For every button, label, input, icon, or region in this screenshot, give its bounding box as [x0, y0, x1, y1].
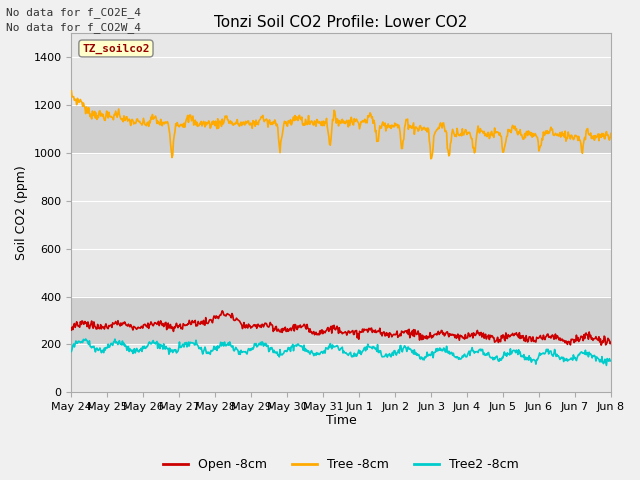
Tree2 -8cm	[188, 340, 196, 346]
Tree2 -8cm	[607, 358, 615, 364]
Text: No data for f_CO2E_4: No data for f_CO2E_4	[6, 7, 141, 18]
Line: Tree -8cm: Tree -8cm	[72, 91, 611, 159]
Tree -8cm	[427, 156, 435, 162]
Tree -8cm	[216, 118, 224, 124]
Tree2 -8cm	[423, 349, 431, 355]
Title: Tonzi Soil CO2 Profile: Lower CO2: Tonzi Soil CO2 Profile: Lower CO2	[214, 15, 468, 30]
Tree -8cm	[188, 118, 195, 124]
Tree -8cm	[77, 99, 85, 105]
Line: Tree2 -8cm: Tree2 -8cm	[72, 339, 611, 365]
Text: No data for f_CO2W_4: No data for f_CO2W_4	[6, 22, 141, 33]
Line: Open -8cm: Open -8cm	[72, 311, 611, 345]
Bar	[72, 105, 611, 153]
Open -8cm	[133, 326, 141, 332]
Tree -8cm	[68, 88, 76, 94]
Tree2 -8cm	[82, 336, 90, 342]
Open -8cm	[423, 336, 431, 342]
Open -8cm	[408, 332, 415, 337]
Tree2 -8cm	[77, 339, 85, 345]
Open -8cm	[77, 322, 85, 327]
Open -8cm	[68, 327, 76, 333]
Tree2 -8cm	[603, 362, 611, 368]
Tree2 -8cm	[217, 339, 225, 345]
Tree -8cm	[407, 123, 415, 129]
Open -8cm	[218, 308, 226, 314]
Tree -8cm	[422, 125, 430, 131]
Tree -8cm	[607, 131, 615, 136]
Tree2 -8cm	[68, 348, 76, 354]
Open -8cm	[607, 339, 615, 345]
Text: TZ_soilco2: TZ_soilco2	[82, 43, 150, 54]
X-axis label: Time: Time	[326, 414, 356, 427]
Tree -8cm	[133, 117, 141, 122]
Open -8cm	[188, 321, 195, 327]
Open -8cm	[597, 342, 605, 348]
Tree2 -8cm	[408, 348, 415, 353]
Y-axis label: Soil CO2 (ppm): Soil CO2 (ppm)	[15, 165, 28, 260]
Tree2 -8cm	[134, 348, 141, 353]
Bar	[72, 297, 611, 345]
Open -8cm	[216, 312, 224, 318]
Legend: Open -8cm, Tree -8cm, Tree2 -8cm: Open -8cm, Tree -8cm, Tree2 -8cm	[158, 453, 524, 476]
